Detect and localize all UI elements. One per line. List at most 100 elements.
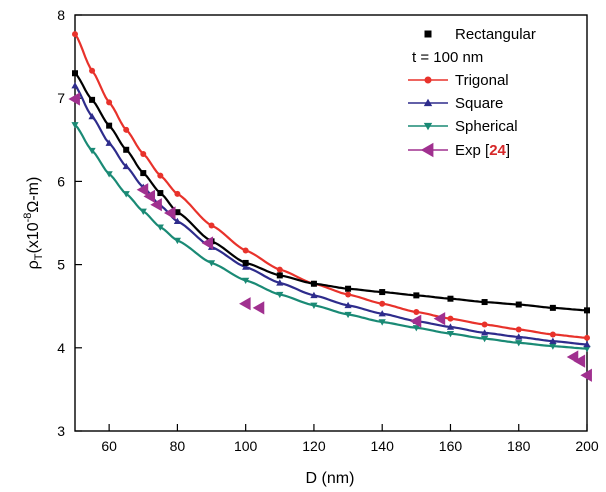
- data-point: [446, 323, 455, 330]
- data-point: [345, 291, 352, 298]
- legend-label: Exp [24]: [455, 142, 510, 159]
- y-axis-title-subscript: T: [33, 253, 45, 260]
- data-point: [584, 334, 590, 341]
- x-tick-label: 140: [371, 438, 395, 454]
- y-axis-title-symbol: ρ: [25, 260, 42, 269]
- legend-marker: [420, 142, 434, 158]
- data-point: [378, 310, 386, 317]
- x-tick-label: 160: [439, 438, 463, 454]
- data-point: [549, 343, 557, 350]
- data-point: [379, 300, 386, 307]
- series-line: [74, 33, 588, 339]
- data-point: [573, 354, 586, 368]
- legend-marker: [424, 30, 432, 38]
- y-tick-label: 5: [57, 257, 65, 273]
- y-tick-label: 6: [57, 173, 65, 189]
- series-line: [74, 124, 588, 350]
- data-point: [89, 96, 96, 103]
- y-axis-title-prefix: (x10: [25, 222, 42, 253]
- data-point: [412, 325, 420, 332]
- x-axis-title: D (nm): [306, 470, 355, 487]
- data-point: [252, 301, 265, 315]
- data-point: [515, 333, 523, 340]
- legend-label: Square: [455, 95, 503, 112]
- x-tick-label: 120: [302, 438, 326, 454]
- data-point: [122, 162, 130, 170]
- legend-label: Spherical: [455, 118, 518, 135]
- legend-note: t = 100 nm: [412, 49, 483, 66]
- data-point: [89, 67, 96, 74]
- data-point: [276, 279, 284, 286]
- legend-entry-rectangular: Rectangular: [424, 26, 536, 43]
- data-point: [379, 289, 386, 296]
- data-point: [549, 331, 556, 338]
- data-point: [344, 311, 352, 319]
- data-point: [310, 302, 318, 309]
- series-trigonal: [72, 31, 590, 341]
- data-point: [122, 191, 130, 198]
- data-point: [242, 247, 249, 254]
- data-point: [72, 70, 78, 77]
- y-axis-ticks: 3 4 5 6 7 8: [57, 7, 82, 439]
- data-point: [106, 122, 113, 129]
- data-point: [409, 314, 422, 328]
- data-point: [481, 329, 489, 336]
- data-point: [157, 190, 164, 197]
- data-point: [276, 272, 283, 279]
- data-point: [583, 345, 591, 353]
- data-point: [310, 291, 318, 299]
- data-point: [123, 126, 130, 133]
- data-point: [156, 224, 164, 231]
- legend-entry-spherical: Spherical: [408, 118, 518, 135]
- data-point: [136, 183, 149, 197]
- legend-label: Rectangular: [455, 26, 536, 43]
- data-point: [515, 301, 522, 308]
- data-point: [584, 307, 590, 314]
- y-tick-label: 8: [57, 7, 65, 23]
- data-point: [515, 340, 523, 347]
- x-tick-label: 200: [575, 438, 599, 454]
- y-axis-title: ρT(x10-8Ω-m): [22, 177, 45, 270]
- data-point: [345, 285, 352, 292]
- data-point: [583, 340, 591, 348]
- series-spherical: [71, 122, 591, 353]
- data-point: [242, 277, 250, 285]
- x-tick-label: 100: [234, 438, 258, 454]
- data-point: [242, 259, 249, 266]
- data-point: [580, 368, 592, 382]
- y-axis-title-unit: Ω-m): [25, 177, 42, 213]
- plot-frame: [74, 14, 588, 432]
- data-point: [344, 301, 352, 309]
- data-point: [140, 150, 147, 157]
- data-point: [276, 266, 283, 273]
- data-point: [140, 170, 147, 177]
- data-point: [173, 217, 181, 225]
- data-point: [433, 312, 446, 326]
- data-point: [413, 292, 420, 299]
- legend-entry-trigonal: Trigonal: [408, 72, 509, 89]
- data-point: [207, 260, 216, 267]
- data-point: [72, 31, 78, 38]
- data-point: [163, 206, 176, 220]
- data-point: [413, 309, 420, 316]
- series-layer: [68, 31, 592, 382]
- data-point: [123, 146, 130, 153]
- legend-label: Trigonal: [455, 72, 509, 89]
- data-point: [549, 337, 557, 344]
- data-point: [174, 209, 181, 216]
- y-tick-label: 7: [57, 90, 65, 106]
- data-point: [481, 299, 488, 306]
- data-point: [549, 304, 556, 311]
- data-point: [106, 99, 113, 106]
- data-point: [174, 190, 181, 197]
- data-point: [447, 295, 454, 302]
- data-point: [447, 315, 454, 322]
- data-point: [310, 280, 317, 287]
- data-point: [173, 237, 181, 245]
- x-tick-label: 60: [101, 438, 117, 454]
- data-point: [446, 330, 455, 338]
- legend-marker: [423, 122, 433, 131]
- series-exp-24: [68, 92, 592, 382]
- data-point: [105, 139, 113, 146]
